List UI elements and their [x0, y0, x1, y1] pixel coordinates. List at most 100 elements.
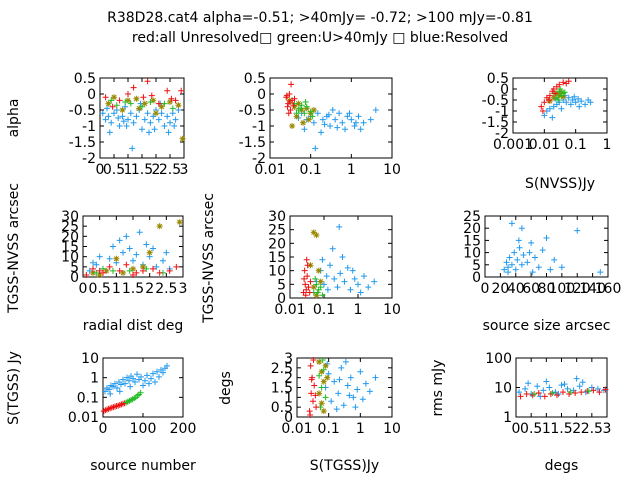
- data-point: [575, 95, 582, 102]
- data-point: [161, 100, 168, 107]
- data-point: [543, 234, 550, 241]
- data-point: [503, 259, 510, 266]
- data-point: [303, 103, 310, 110]
- series-olive: [316, 358, 331, 415]
- data-point: [283, 92, 290, 99]
- plot-frame: [296, 357, 393, 418]
- y-tick-label: 15: [463, 233, 481, 249]
- data-point: [349, 267, 356, 274]
- x-tick-label: 1: [356, 421, 365, 437]
- data-point: [550, 103, 557, 110]
- data-point: [322, 394, 329, 401]
- y-axis-label: TGSS-NVSS arcsec: [6, 183, 22, 314]
- data-point: [144, 110, 151, 117]
- data-point: [541, 112, 548, 119]
- data-point: [313, 404, 320, 411]
- data-point: [127, 110, 134, 117]
- data-point: [142, 377, 148, 384]
- data-point: [365, 284, 372, 291]
- series-blue: [541, 92, 594, 121]
- data-point: [298, 102, 305, 109]
- data-point: [602, 386, 609, 393]
- data-point: [140, 382, 146, 389]
- x-tick-label: 0: [96, 162, 105, 178]
- data-point: [320, 408, 327, 415]
- data-point: [90, 269, 96, 276]
- data-point: [560, 79, 567, 86]
- x-tick-label: 3: [180, 162, 189, 178]
- y-axis-label: TGSS-NVSS arcsec: [201, 193, 217, 324]
- data-point: [522, 385, 529, 392]
- data-point: [161, 123, 168, 129]
- data-point: [130, 265, 136, 272]
- data-point: [120, 269, 126, 276]
- data-point: [333, 406, 340, 413]
- data-point: [505, 269, 512, 276]
- data-point: [347, 286, 354, 293]
- data-point: [501, 266, 508, 273]
- data-point: [516, 244, 523, 251]
- y-tick-label: 30: [61, 209, 79, 225]
- x-tick-label: 0.1: [313, 302, 335, 318]
- data-point: [130, 257, 136, 264]
- series-red: [283, 81, 298, 117]
- data-point: [105, 113, 112, 120]
- data-point: [112, 380, 118, 387]
- data-point: [319, 356, 326, 363]
- data-point: [310, 356, 317, 363]
- plot-frame: [269, 77, 393, 159]
- y-tick-label: 15: [268, 250, 286, 266]
- data-point: [560, 93, 567, 100]
- y-tick-label: 15: [61, 240, 79, 256]
- data-point: [102, 116, 109, 123]
- data-point: [150, 265, 156, 272]
- data-point: [515, 237, 522, 244]
- y-tick-label: 0: [284, 410, 293, 426]
- x-tick-label: 1: [347, 162, 356, 178]
- x-tick-label: 1: [542, 421, 551, 437]
- data-point: [106, 255, 113, 262]
- data-point: [550, 94, 557, 101]
- data-point: [297, 105, 304, 112]
- data-point: [539, 108, 546, 114]
- data-point: [134, 371, 140, 378]
- data-point: [111, 110, 117, 117]
- data-point: [144, 372, 150, 379]
- data-point: [518, 225, 525, 232]
- data-point: [116, 267, 123, 274]
- data-point: [334, 284, 341, 291]
- data-point: [168, 95, 175, 102]
- data-point: [529, 392, 536, 399]
- x-tick-label: 0.01: [281, 421, 312, 437]
- data-point: [312, 145, 319, 152]
- data-point: [293, 110, 300, 117]
- figure-title-line-2: red:all Unresolved□ green:U>40mJy □ blue…: [132, 30, 508, 46]
- data-point: [318, 129, 325, 136]
- data-point: [293, 113, 300, 120]
- data-point: [320, 378, 327, 385]
- data-point: [172, 97, 179, 104]
- data-point: [318, 384, 325, 391]
- x-tick-label: 0.1: [318, 421, 340, 437]
- y-tick-label: 1: [90, 371, 99, 387]
- y-tick-label: -1: [495, 104, 509, 120]
- data-point: [104, 105, 110, 112]
- data-point: [316, 372, 323, 379]
- data-point: [306, 289, 313, 296]
- data-point: [565, 94, 572, 101]
- data-point: [517, 393, 524, 400]
- data-point: [558, 89, 565, 96]
- data-point: [597, 269, 604, 276]
- data-point: [545, 97, 552, 103]
- data-point: [567, 101, 574, 108]
- series-blue: [99, 100, 182, 152]
- data-point: [354, 386, 361, 393]
- data-point: [309, 113, 316, 120]
- data-point: [319, 116, 326, 123]
- data-point: [553, 392, 560, 399]
- x-tick-label: 3: [603, 421, 612, 437]
- series-olive: [105, 94, 186, 142]
- x-tick-label: 0.5: [520, 421, 542, 437]
- data-point: [557, 86, 564, 92]
